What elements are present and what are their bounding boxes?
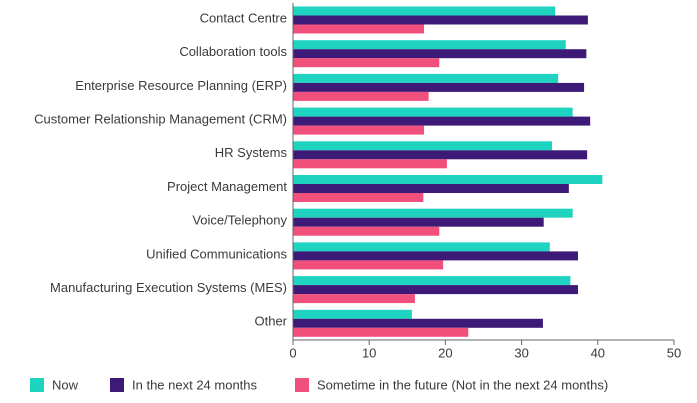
bar <box>293 150 588 160</box>
bar <box>293 91 429 101</box>
bar <box>293 116 591 126</box>
bar <box>293 107 573 117</box>
y-tick-label: Unified Communications <box>146 246 287 261</box>
bar <box>293 49 587 59</box>
bar <box>293 73 559 83</box>
x-tick-label: 40 <box>591 345 605 360</box>
bar <box>293 242 550 252</box>
x-tick-label: 30 <box>514 345 528 360</box>
bar <box>293 40 566 50</box>
legend-swatch <box>295 378 309 392</box>
y-tick-label: Project Management <box>167 179 287 194</box>
bar <box>293 159 447 169</box>
bar <box>293 251 578 261</box>
bar <box>293 193 424 202</box>
legend-label: In the next 24 months <box>132 377 258 392</box>
bar <box>293 141 553 151</box>
bar <box>293 309 412 319</box>
bar <box>293 24 425 34</box>
bar <box>293 226 440 236</box>
bar <box>293 217 544 227</box>
legend-swatch <box>30 378 44 392</box>
y-tick-label: Contact Centre <box>200 10 287 25</box>
y-tick-label: Voice/Telephony <box>192 213 287 228</box>
y-tick-label: Manufacturing Execution Systems (MES) <box>50 280 287 295</box>
legend-swatch <box>110 378 124 392</box>
bar <box>293 82 585 92</box>
x-tick-label: 10 <box>362 345 376 360</box>
y-tick-label: Enterprise Resource Planning (ERP) <box>75 78 287 93</box>
bar <box>293 125 425 135</box>
y-tick-label: Customer Relationship Management (CRM) <box>34 112 287 127</box>
legend-label: Sometime in the future (Not in the next … <box>317 377 608 392</box>
x-tick-label: 50 <box>667 345 681 360</box>
bar <box>293 58 440 68</box>
bar <box>293 285 578 295</box>
bar <box>293 15 588 25</box>
bar <box>293 276 571 286</box>
bar <box>293 175 603 184</box>
bar <box>293 208 573 218</box>
legend-label: Now <box>52 377 79 392</box>
y-tick-label: HR Systems <box>215 145 288 160</box>
bar <box>293 184 569 193</box>
bar <box>293 294 415 304</box>
bar <box>293 260 444 270</box>
bar <box>293 327 469 337</box>
bar <box>293 6 556 16</box>
y-tick-label: Collaboration tools <box>179 44 287 59</box>
x-tick-label: 20 <box>438 345 452 360</box>
y-tick-label: Other <box>254 314 287 329</box>
x-tick-label: 0 <box>289 345 296 360</box>
bar <box>293 318 543 328</box>
